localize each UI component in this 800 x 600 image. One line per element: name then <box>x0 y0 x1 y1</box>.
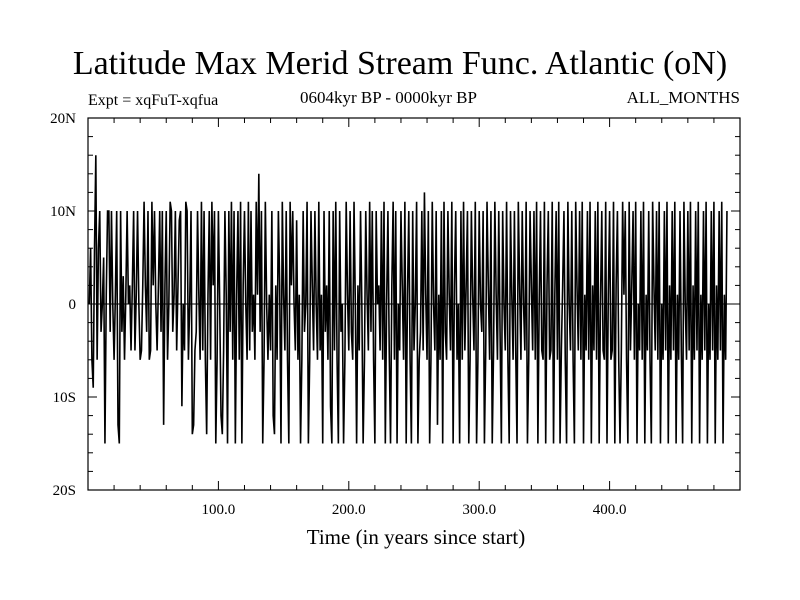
months-label: ALL_MONTHS <box>626 88 740 107</box>
x-axis-label: Time (in years since start) <box>307 525 526 549</box>
experiment-label: Expt = xqFuT-xqfua <box>88 92 219 109</box>
x-tick-label: 100.0 <box>202 502 236 518</box>
axes-layer <box>87 117 741 491</box>
y-tick-label: 10S <box>53 390 76 406</box>
chart-title: Latitude Max Merid Stream Func. Atlantic… <box>72 45 728 82</box>
series-line-0 <box>88 155 728 444</box>
series-layer <box>88 155 740 444</box>
x-tick-label: 200.0 <box>332 502 366 518</box>
y-tick-label: 20N <box>50 111 76 127</box>
y-tick-label: 0 <box>69 297 77 313</box>
y-tick-label: 10N <box>50 204 76 220</box>
labels-layer: 20N 10N 0 10S 20S 100.0 200.0 300.0 400.0 Time (i… <box>50 111 626 549</box>
x-tick-label: 300.0 <box>462 502 496 518</box>
x-tick-label: 400.0 <box>593 502 627 518</box>
y-tick-label: 20S <box>53 483 76 499</box>
period-label: 0604kyr BP - 0000kyr BP <box>300 88 477 107</box>
